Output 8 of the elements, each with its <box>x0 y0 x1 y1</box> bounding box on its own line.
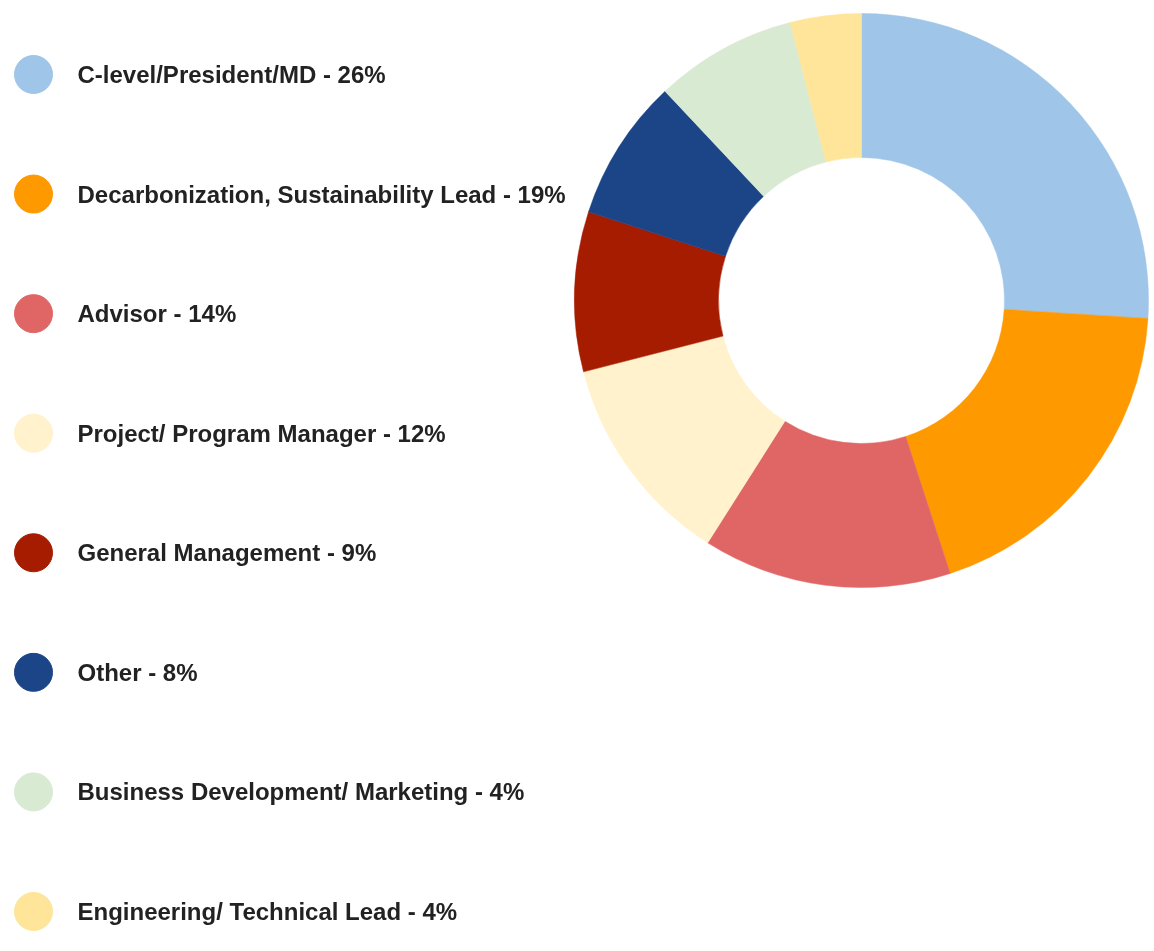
legend-label: Advisor - 14% <box>77 300 237 328</box>
legend-label: Other - 8% <box>77 658 198 686</box>
legend-label: Decarbonization, Sustainability Lead - 19% <box>77 180 566 208</box>
legend-label: C-level/President/MD - 26% <box>77 61 386 88</box>
legend-label: General Management - 9% <box>77 539 377 567</box>
legend-label: Engineering/ Technical Lead - 4% <box>77 898 458 925</box>
legend-label: Business Development/ Marketing - 4% <box>77 778 525 806</box>
legend-label: Project/ Program Manager - 12% <box>77 419 446 447</box>
